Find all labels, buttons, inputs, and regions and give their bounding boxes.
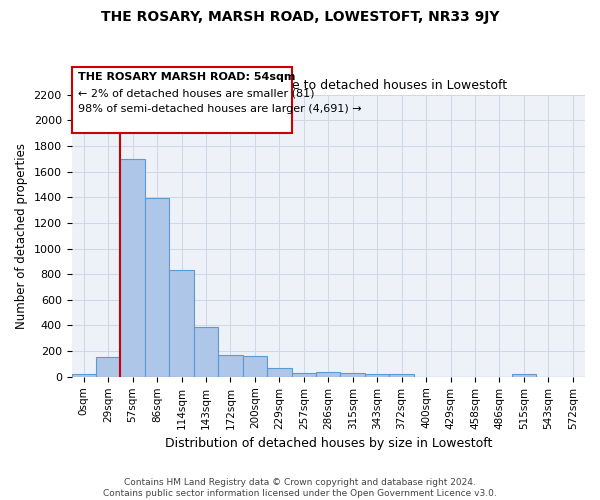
Text: THE ROSARY MARSH ROAD: 54sqm: THE ROSARY MARSH ROAD: 54sqm (77, 72, 295, 82)
Text: ← 2% of detached houses are smaller (81): ← 2% of detached houses are smaller (81) (77, 88, 314, 99)
Bar (365, 374, 389, 377)
Bar (242, 356, 267, 377)
Bar (316, 372, 340, 377)
Bar (218, 355, 242, 377)
Bar (512, 374, 536, 377)
Text: 98% of semi-detached houses are larger (4,691) →: 98% of semi-detached houses are larger (… (77, 104, 361, 114)
Text: Contains HM Land Registry data © Crown copyright and database right 2024.
Contai: Contains HM Land Registry data © Crown c… (103, 478, 497, 498)
Text: THE ROSARY, MARSH ROAD, LOWESTOFT, NR33 9JY: THE ROSARY, MARSH ROAD, LOWESTOFT, NR33 … (101, 10, 499, 24)
Bar (96, 357, 121, 377)
Bar (145, 198, 169, 377)
Y-axis label: Number of detached properties: Number of detached properties (15, 142, 28, 328)
Bar (389, 374, 414, 377)
Bar (121, 158, 145, 377)
Bar (169, 270, 194, 377)
Bar (292, 372, 316, 377)
Title: Size of property relative to detached houses in Lowestoft: Size of property relative to detached ho… (149, 79, 508, 92)
Bar (340, 373, 365, 377)
X-axis label: Distribution of detached houses by size in Lowestoft: Distribution of detached houses by size … (164, 437, 492, 450)
Bar (71, 374, 96, 377)
Bar (267, 368, 292, 377)
Bar (194, 327, 218, 377)
